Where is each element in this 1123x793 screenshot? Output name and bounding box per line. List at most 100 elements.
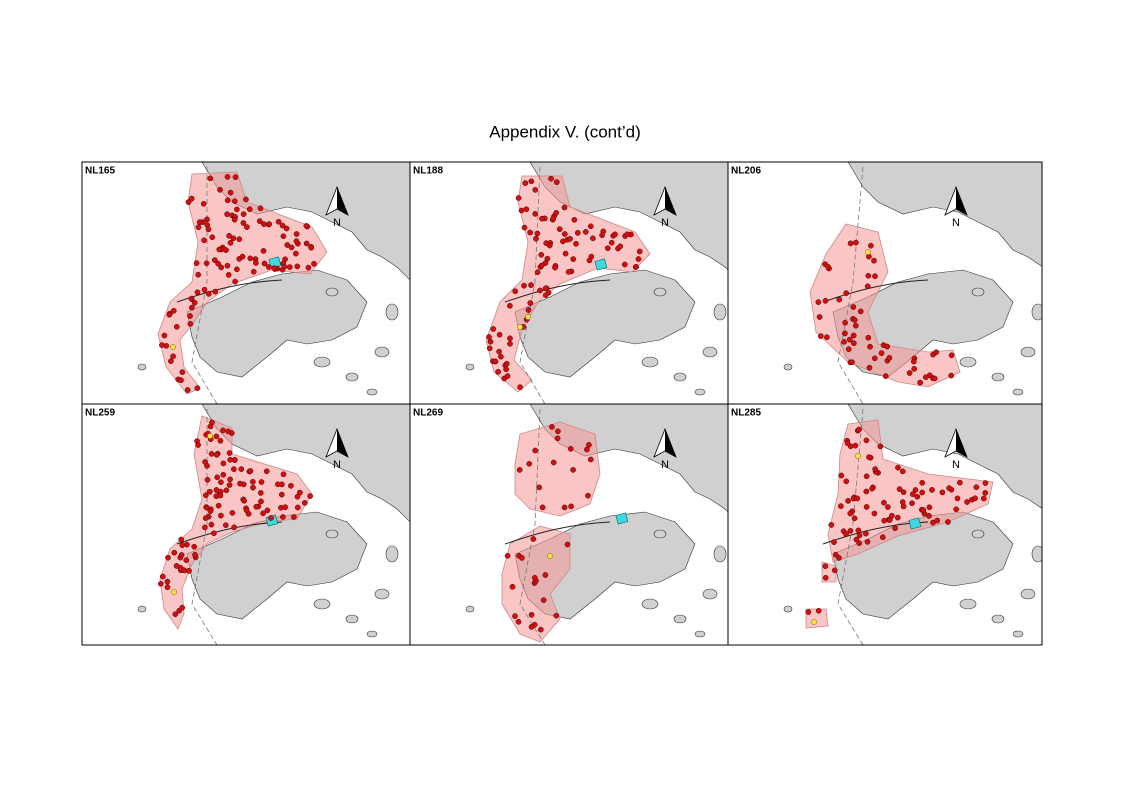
sighting [279, 222, 286, 229]
islet [713, 303, 727, 321]
sighting [225, 428, 232, 435]
sighting [621, 261, 628, 268]
sighting [496, 348, 502, 355]
sighting [939, 489, 946, 496]
north-label: N [661, 459, 669, 471]
sighting [183, 557, 190, 563]
sighting [266, 221, 273, 227]
map-content [137, 162, 410, 404]
sighting [868, 242, 874, 249]
sighting [163, 343, 170, 349]
sighting [173, 323, 180, 330]
islet [1012, 630, 1024, 638]
islet [673, 614, 687, 624]
sighting [218, 264, 225, 271]
sighting [973, 484, 980, 491]
sighting [170, 307, 177, 314]
sighting [554, 435, 561, 442]
sighting [847, 240, 854, 247]
sighting [555, 428, 561, 435]
islet [694, 388, 706, 396]
sighting [851, 515, 858, 522]
island [186, 269, 368, 378]
sighting [194, 438, 200, 444]
sighting [253, 260, 259, 266]
sighting [203, 504, 210, 511]
sighting [556, 226, 563, 232]
sighting [222, 522, 229, 529]
sighting [194, 385, 201, 392]
sighting [294, 493, 301, 500]
sighting [294, 504, 301, 511]
sighting [843, 290, 850, 296]
sighting [552, 264, 558, 271]
sighting [258, 498, 264, 505]
sighting [498, 353, 504, 360]
sighting [244, 224, 250, 230]
sighting [260, 248, 267, 254]
islet [783, 605, 793, 613]
sighting [886, 517, 893, 523]
islet [366, 388, 378, 396]
sighting [522, 180, 529, 186]
sighting [831, 539, 837, 545]
sighting [866, 454, 872, 461]
sighting [224, 197, 231, 204]
sighting [202, 515, 209, 521]
sighting [846, 336, 853, 343]
sighting [855, 527, 862, 534]
sighting [212, 288, 219, 295]
sighting [561, 504, 568, 511]
islet [385, 303, 399, 321]
sighting [842, 319, 848, 326]
sighting [282, 256, 288, 263]
sighting [311, 260, 317, 267]
sighting [612, 231, 618, 238]
sighting-alt [811, 619, 817, 625]
sighting [852, 322, 859, 329]
sighting-alt [170, 344, 176, 350]
map-content [783, 404, 1042, 645]
panel-label: NL206 [731, 166, 761, 177]
sighting [194, 289, 201, 296]
sighting [844, 440, 851, 447]
north-label: N [661, 217, 669, 229]
sighting [561, 204, 568, 211]
sighting [849, 359, 855, 366]
sighting [268, 515, 274, 521]
sighting [507, 302, 513, 309]
sighting [590, 235, 596, 242]
sighting [250, 478, 256, 485]
sighting [208, 521, 215, 528]
sighting [490, 326, 497, 332]
sighting [202, 492, 209, 499]
sighting [836, 296, 843, 303]
sighting [824, 334, 830, 341]
sighting [894, 514, 901, 521]
islet [385, 545, 399, 563]
land [847, 162, 1042, 267]
sighting [531, 574, 538, 581]
sighting [184, 387, 191, 393]
sighting [850, 304, 857, 310]
sighting [929, 487, 935, 493]
sighting [236, 236, 243, 243]
sighting [173, 563, 180, 569]
sighting [178, 377, 184, 384]
sighting [521, 282, 527, 289]
north-arrow-fill [665, 429, 676, 457]
sighting [948, 372, 955, 379]
sighting [548, 175, 554, 182]
map-panel: N NL188 [409, 161, 729, 405]
sighting [864, 538, 871, 545]
islet [959, 356, 977, 368]
islet [991, 614, 1005, 624]
map-content [137, 404, 410, 645]
sighting [851, 340, 857, 347]
sighting [845, 346, 852, 353]
sighting [863, 473, 870, 480]
islet [991, 372, 1005, 382]
sighting [303, 223, 310, 229]
sighting [159, 573, 166, 580]
sighting [187, 321, 194, 327]
